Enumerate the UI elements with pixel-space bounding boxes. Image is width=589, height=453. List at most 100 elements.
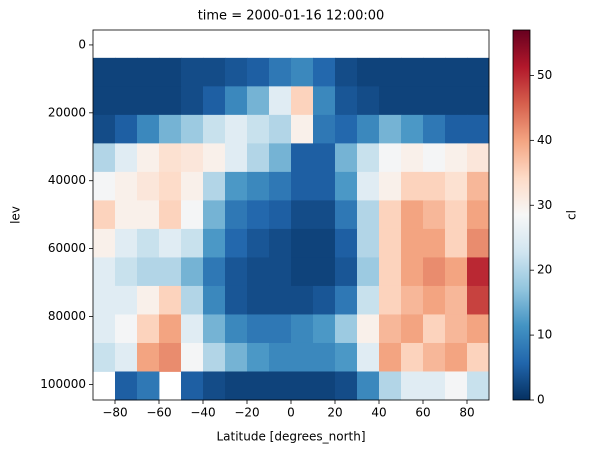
heatmap-cell (335, 143, 358, 173)
colorbar (512, 29, 531, 401)
heatmap-cell (445, 371, 468, 401)
heatmap-cell (159, 257, 182, 287)
heatmap-cell (335, 228, 358, 258)
heatmap-cell (269, 200, 292, 230)
heatmap-cell (225, 200, 248, 230)
heatmap-cell (247, 171, 270, 201)
heatmap-cell (93, 285, 116, 315)
heatmap-cell (445, 171, 468, 201)
x-tick-label: 60 (415, 406, 430, 420)
heatmap-cell (203, 86, 226, 116)
heatmap-cell (225, 114, 248, 144)
heatmap-cell (247, 57, 270, 87)
heatmap-cell (291, 86, 314, 116)
heatmap-cell (467, 285, 490, 315)
heatmap-cell (313, 314, 336, 344)
heatmap-cell (159, 86, 182, 116)
heatmap-cell (115, 86, 138, 116)
heatmap-cell (313, 57, 336, 87)
heatmap-cell (357, 228, 380, 258)
heatmap-cell (181, 314, 204, 344)
heatmap-cell (445, 228, 468, 258)
colorbar-tick-label: 50 (537, 68, 552, 82)
heatmap-cell (401, 371, 424, 401)
heatmap-cell (335, 257, 358, 287)
heatmap-cell (467, 228, 490, 258)
heatmap-cell (203, 314, 226, 344)
heatmap-cell (225, 86, 248, 116)
heatmap-cell (269, 228, 292, 258)
heatmap-cell (137, 171, 160, 201)
heatmap-cell (247, 114, 270, 144)
heatmap-cell (357, 285, 380, 315)
heatmap-cell (203, 342, 226, 372)
heatmap-cell (379, 342, 402, 372)
heatmap-cell (291, 200, 314, 230)
heatmap-cell (445, 257, 468, 287)
heatmap-cell (159, 314, 182, 344)
heatmap-cell (269, 86, 292, 116)
heatmap-cell (115, 200, 138, 230)
heatmap-cell (423, 57, 446, 87)
heatmap-cell (401, 200, 424, 230)
heatmap-cell (313, 86, 336, 116)
heatmap-cell (137, 314, 160, 344)
heatmap-cell (269, 285, 292, 315)
heatmap-cell (225, 314, 248, 344)
heatmap-cell (445, 114, 468, 144)
heatmap-cell (225, 228, 248, 258)
heatmap-cell (181, 257, 204, 287)
heatmap-cell (401, 114, 424, 144)
heatmap-cell (313, 371, 336, 401)
heatmap-cell (467, 143, 490, 173)
heatmap-cell (269, 314, 292, 344)
x-tick-label: 20 (327, 406, 342, 420)
heatmap-cell (137, 114, 160, 144)
heatmap-cell (445, 143, 468, 173)
heatmap-cell (313, 342, 336, 372)
heatmap-cell (203, 114, 226, 144)
colorbar-tick-label: 20 (537, 263, 552, 277)
heatmap-cell (445, 342, 468, 372)
heatmap-cell (225, 342, 248, 372)
heatmap-cell (467, 114, 490, 144)
heatmap-cell (357, 371, 380, 401)
heatmap-cell (423, 86, 446, 116)
heatmap-cell (203, 257, 226, 287)
heatmap-cell (137, 257, 160, 287)
heatmap-cell (423, 257, 446, 287)
heatmap-cell (335, 342, 358, 372)
heatmap-cell (181, 200, 204, 230)
heatmap-cell (423, 342, 446, 372)
x-tick-label: −40 (190, 406, 215, 420)
heatmap-cell (357, 143, 380, 173)
heatmap-cell (313, 228, 336, 258)
heatmap-cell (379, 257, 402, 287)
x-tick-label: −80 (102, 406, 127, 420)
heatmap-cell (159, 228, 182, 258)
heatmap-cell (401, 314, 424, 344)
heatmap-cell (225, 143, 248, 173)
heatmap-cell (93, 86, 116, 116)
heatmap-cell (335, 86, 358, 116)
heatmap-cell (291, 114, 314, 144)
heatmap-cell (159, 200, 182, 230)
heatmap-cell (225, 371, 248, 401)
heatmap-cell (379, 314, 402, 344)
heatmap-cell (401, 257, 424, 287)
heatmap-cell (247, 314, 270, 344)
x-tick-label: −20 (234, 406, 259, 420)
heatmap-cell (181, 171, 204, 201)
heatmap-cell (159, 114, 182, 144)
heatmap-cell (335, 114, 358, 144)
heatmap-cell (467, 200, 490, 230)
chart-title: time = 2000-01-16 12:00:00 (198, 9, 385, 24)
heatmap-cell (401, 57, 424, 87)
x-axis-label: Latitude [degrees_north] (216, 430, 365, 444)
heatmap-cell (137, 200, 160, 230)
heatmap-cell (93, 114, 116, 144)
heatmap-cell (93, 314, 116, 344)
heatmap-cell (181, 143, 204, 173)
x-tick-label: 80 (459, 406, 474, 420)
